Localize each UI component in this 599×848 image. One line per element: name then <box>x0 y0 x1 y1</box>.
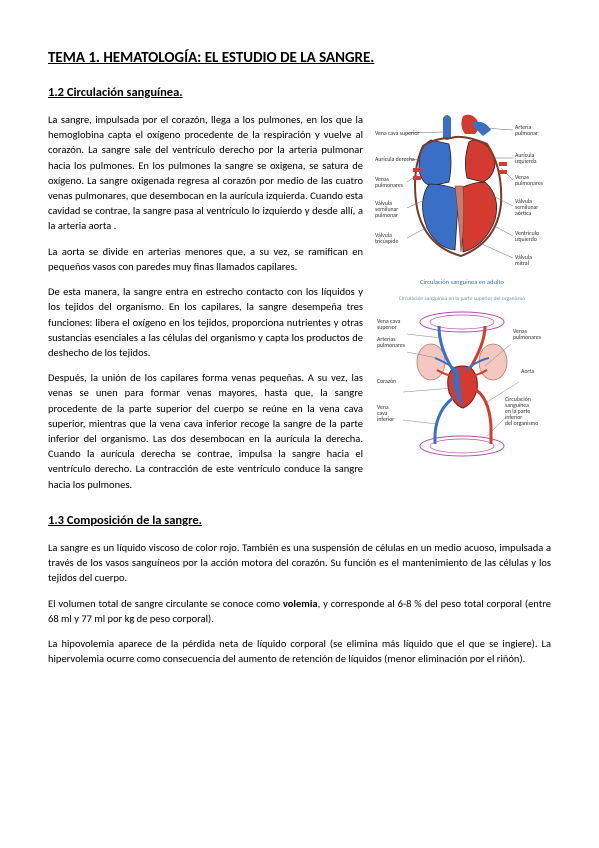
section-1-2-text: La sangre, impulsada por el corazón, lle… <box>48 112 363 502</box>
section-1-2-body: La sangre, impulsada por el corazón, lle… <box>48 112 551 502</box>
circ-svg <box>373 306 551 460</box>
s12-p3: De esta manera, la sangre entra en estre… <box>48 284 363 360</box>
heart-diagram-title: Circulación sanguinea en adulto <box>373 278 551 287</box>
s12-p2: La aorta se divide en arterias menores q… <box>48 244 363 274</box>
section-1-2-heading: 1.2 Circulación sanguínea. <box>48 84 551 102</box>
s12-p1: La sangre, impulsada por el corazón, lle… <box>48 112 363 234</box>
s13-p2a: El volumen total de sangre circulante se… <box>48 597 283 610</box>
circ-diagram-subtitle: Circulación sanguinea en la parte superi… <box>373 296 551 304</box>
heart-svg <box>373 112 551 272</box>
s12-p4: Después, la unión de los capilares forma… <box>48 370 363 492</box>
page-title: TEMA 1. HEMATOLOGÍA: EL ESTUDIO DE LA SA… <box>48 48 551 70</box>
s13-p1: La sangre es un líquido viscoso de color… <box>48 540 551 586</box>
circulation-diagram: Circulación sanguinea en la parte superi… <box>373 296 551 464</box>
volemia-term: volemia <box>283 597 318 610</box>
s13-p3: La hipovolemia aparece de la pérdida net… <box>48 636 551 666</box>
s13-p2: El volumen total de sangre circulante se… <box>48 596 551 626</box>
heart-diagram: Vena cava superiorAurícula derechaVenasp… <box>373 112 551 290</box>
figure-column: Vena cava superiorAurícula derechaVenasp… <box>373 112 551 464</box>
section-1-3-heading: 1.3 Composición de la sangre. <box>48 512 551 530</box>
